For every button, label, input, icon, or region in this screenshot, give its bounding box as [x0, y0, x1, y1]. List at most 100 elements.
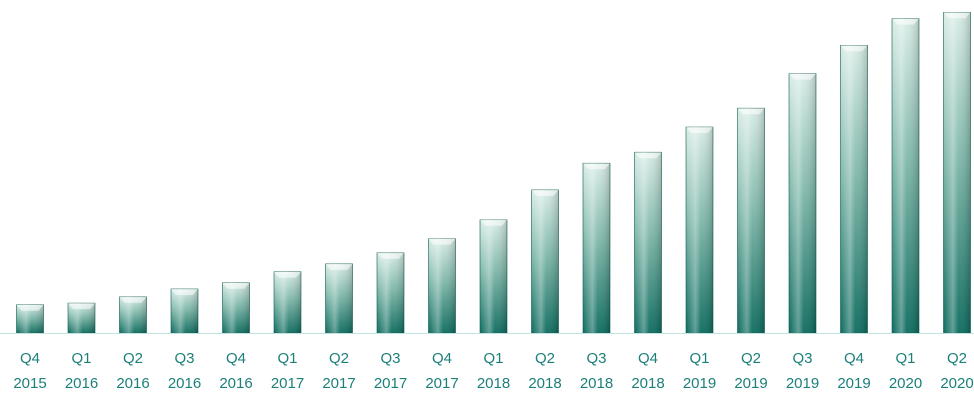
bar-cap	[686, 127, 713, 134]
tick-year: 2019	[786, 375, 819, 392]
bar-shine	[119, 296, 147, 333]
bar-shine	[325, 263, 353, 333]
x-tick-label-17: Q1 2020	[889, 350, 922, 392]
bar-cap	[68, 303, 95, 310]
tick-quarter: Q2	[329, 350, 349, 367]
tick-quarter: Q4	[844, 350, 864, 367]
tick-quarter: Q4	[226, 350, 246, 367]
tick-quarter: Q1	[895, 350, 915, 367]
bar-18	[943, 11, 971, 334]
x-tick-label-16: Q4 2019	[837, 350, 870, 392]
bar-cap	[171, 288, 198, 295]
tick-year: 2018	[580, 375, 613, 392]
x-tick-label-12: Q4 2018	[631, 350, 664, 392]
x-tick-label-2: Q2 2016	[116, 350, 149, 392]
bar-shine	[222, 282, 250, 333]
tick-year: 2020	[940, 375, 973, 392]
tick-year: 2018	[528, 375, 561, 392]
bar-cap	[428, 238, 456, 245]
bar-shine	[892, 18, 919, 333]
tick-year: 2017	[425, 375, 458, 392]
x-tick-label-4: Q4 2016	[219, 350, 252, 392]
bar-shine	[274, 271, 301, 333]
bar-shine	[480, 219, 507, 333]
x-tick-label-9: Q1 2018	[477, 350, 510, 392]
tick-year: 2018	[631, 375, 664, 392]
x-tick-label-14: Q2 2019	[734, 350, 767, 392]
bar-15	[788, 73, 817, 334]
bar-shine	[737, 108, 765, 333]
x-tick-label-13: Q1 2019	[683, 350, 716, 392]
tick-quarter: Q1	[689, 350, 709, 367]
bar-cap	[943, 12, 971, 19]
tick-quarter: Q1	[277, 350, 297, 367]
bar-17	[891, 18, 920, 334]
tick-year: 2016	[65, 375, 98, 392]
bars	[16, 11, 971, 334]
tick-year: 2015	[13, 375, 46, 392]
bar-9	[479, 219, 508, 334]
bar-shine	[171, 288, 198, 333]
x-tick-label-6: Q2 2017	[322, 350, 355, 392]
bar-cap	[634, 152, 662, 159]
x-tick-label-8: Q4 2017	[425, 350, 458, 392]
x-tick-label-5: Q1 2017	[271, 350, 304, 392]
tick-quarter: Q3	[586, 350, 606, 367]
tick-year: 2017	[322, 375, 355, 392]
bar-13	[685, 126, 714, 334]
bar-cap	[840, 45, 868, 52]
bar-shine	[686, 127, 713, 333]
x-tick-label-18: Q2 2020	[940, 350, 973, 392]
bar-11	[582, 162, 611, 334]
bar-shine	[789, 73, 816, 334]
tick-year: 2016	[116, 375, 149, 392]
x-tick-label-7: Q3 2017	[374, 350, 407, 392]
tick-quarter: Q2	[535, 350, 555, 367]
bar-6	[325, 263, 353, 334]
bar-shine	[428, 238, 456, 333]
tick-year: 2017	[374, 375, 407, 392]
x-tick-label-3: Q3 2016	[168, 350, 201, 392]
bar-4	[222, 282, 250, 334]
bar-cap	[222, 282, 250, 289]
bar-cap	[737, 108, 765, 115]
tick-year: 2017	[271, 375, 304, 392]
tick-year: 2016	[219, 375, 252, 392]
bar-cap	[119, 296, 147, 303]
x-tick-label-1: Q1 2016	[65, 350, 98, 392]
bar-16	[840, 45, 868, 334]
bar-cap	[480, 219, 507, 226]
tick-quarter: Q4	[20, 350, 40, 367]
x-tick-label-11: Q3 2018	[580, 350, 613, 392]
tick-quarter: Q3	[380, 350, 400, 367]
bar-cap	[377, 252, 404, 259]
bar-cap	[789, 73, 816, 80]
tick-quarter: Q2	[123, 350, 143, 367]
bar-1	[67, 302, 96, 334]
bar-10	[531, 189, 559, 334]
tick-year: 2018	[477, 375, 510, 392]
tick-quarter: Q4	[432, 350, 452, 367]
bar-8	[428, 238, 456, 334]
tick-year: 2019	[734, 375, 767, 392]
tick-quarter: Q1	[483, 350, 503, 367]
bar-12	[634, 151, 662, 334]
bar-shine	[840, 45, 868, 333]
bar-shine	[377, 252, 404, 333]
bar-0	[16, 304, 44, 334]
bar-2	[119, 296, 147, 334]
x-tick-label-0: Q4 2015	[13, 350, 46, 392]
bar-shine	[634, 152, 662, 333]
tick-quarter: Q3	[792, 350, 812, 367]
x-tick-label-10: Q2 2018	[528, 350, 561, 392]
tick-year: 2016	[168, 375, 201, 392]
tick-quarter: Q3	[174, 350, 194, 367]
tick-year: 2019	[683, 375, 716, 392]
tick-quarter: Q1	[71, 350, 91, 367]
bar-shine	[531, 189, 559, 333]
bar-3	[170, 288, 199, 334]
bar-cap	[16, 304, 44, 311]
x-tick-label-15: Q3 2019	[786, 350, 819, 392]
